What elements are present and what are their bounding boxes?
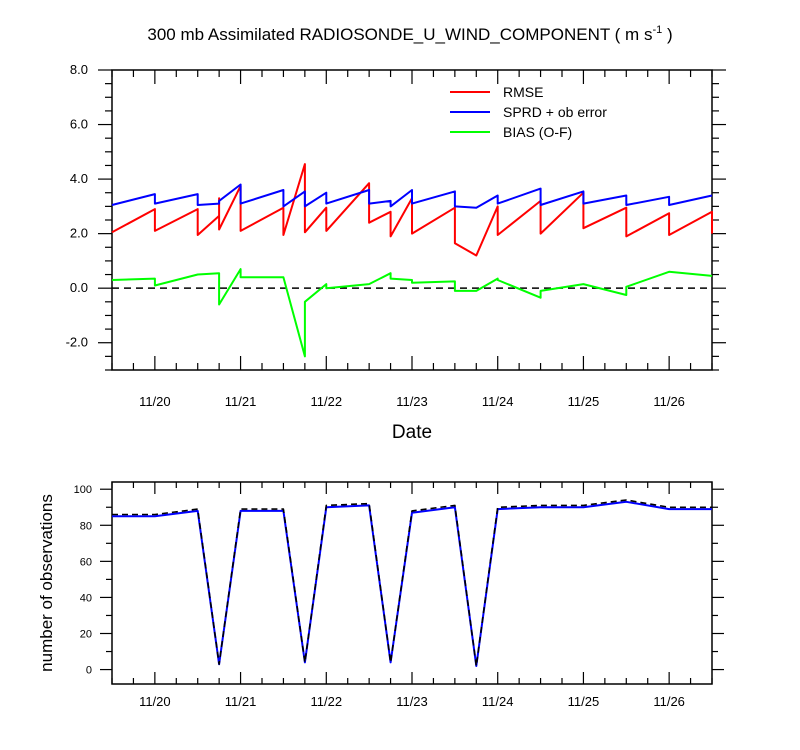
x-axis-label: Date <box>392 422 432 443</box>
x-tick-label: 11/20 <box>139 694 171 709</box>
x-tick-label: 11/23 <box>396 694 428 709</box>
y-tick-label: 4.0 <box>70 171 88 186</box>
legend-label: BIAS (O-F) <box>503 124 572 140</box>
chart-title-tail: ) <box>662 25 672 44</box>
total-observations-line <box>112 499 712 667</box>
rmse-line <box>111 163 713 257</box>
x-tick-label: 11/25 <box>568 694 600 709</box>
x-tick-label: 11/21 <box>225 694 257 709</box>
x-tick-label: 11/22 <box>310 694 342 709</box>
bottom-plot: 11/20 11/21 11/22 11/23 11/24 11/25 11/26 100 80… <box>37 481 724 709</box>
x-tick-label: 11/22 <box>310 394 342 409</box>
y-tick-label: -2.0 <box>66 335 88 350</box>
legend-label: RMSE <box>503 84 543 100</box>
x-tick-label: 11/20 <box>139 394 171 409</box>
assimilated-observations-line <box>112 500 712 667</box>
y-tick-label: 40 <box>80 592 92 604</box>
y-tick-label: 100 <box>74 484 92 496</box>
sprd-ob-error-line <box>111 183 713 209</box>
chart-title-main: 300 mb Assimilated RADIOSONDE_U_WIND_COM… <box>147 25 652 44</box>
y-tick-label: 0.0 <box>70 280 88 295</box>
y-tick-label: 80 <box>80 520 92 532</box>
x-tick-label: 11/21 <box>225 394 257 409</box>
x-tick-label: 11/23 <box>396 394 428 409</box>
y-tick-label: 60 <box>80 556 92 568</box>
x-tick-label: 11/25 <box>568 394 600 409</box>
x-tick-label: 11/24 <box>482 694 514 709</box>
x-tick-label: 11/24 <box>482 394 514 409</box>
chart-title: 300 mb Assimilated RADIOSONDE_U_WIND_COM… <box>147 24 672 44</box>
y-tick-label: 0 <box>86 665 92 677</box>
chart-title-superscript: -1 <box>652 24 662 36</box>
top-plot: 11/20 11/21 11/22 11/23 11/24 11/25 11/26 8.0 6.… <box>66 62 726 443</box>
y-axis-label: number of observations <box>37 494 56 672</box>
y-tick-label: 6.0 <box>70 117 88 132</box>
y-tick-label: 2.0 <box>70 226 88 241</box>
legend-label: SPRD + ob error <box>503 104 607 120</box>
x-tick-label: 11/26 <box>653 394 685 409</box>
y-tick-label: 8.0 <box>70 62 88 77</box>
bias-o-f-line <box>111 268 713 358</box>
x-tick-label: 11/26 <box>653 694 685 709</box>
y-tick-label: 20 <box>80 629 92 641</box>
